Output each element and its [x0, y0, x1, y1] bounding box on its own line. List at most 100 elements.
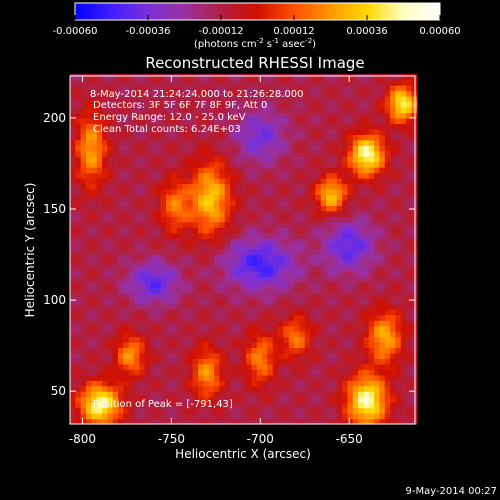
heatmap-cell: [198, 150, 204, 157]
heatmap-cell: [310, 227, 317, 234]
heatmap-cell: [144, 336, 151, 343]
heatmap-cell: [256, 216, 263, 223]
heatmap-cell: [208, 134, 215, 141]
heatmap-cell: [176, 79, 183, 86]
heatmap-cell: [176, 413, 183, 420]
heatmap-cell: [326, 331, 333, 338]
heatmap-cell: [139, 227, 146, 234]
heatmap-cell: [208, 161, 215, 168]
heatmap-cell: [219, 79, 226, 86]
heatmap-cell: [176, 287, 183, 294]
heatmap-cell: [155, 145, 162, 152]
heatmap-cell: [112, 298, 119, 305]
heatmap-cell: [235, 221, 242, 228]
heatmap-cell: [294, 402, 301, 409]
heatmap-cell: [112, 128, 119, 135]
heatmap-cell: [288, 270, 295, 278]
heatmap-cell: [123, 145, 130, 152]
heatmap-cell: [374, 320, 381, 327]
heatmap-cell: [352, 260, 359, 267]
heatmap-cell: [86, 249, 92, 256]
heatmap-cell: [310, 407, 317, 414]
heatmap-cell: [363, 287, 370, 294]
heatmap-cell: [102, 287, 108, 294]
heatmap-cell: [240, 205, 247, 212]
heatmap-cell: [160, 238, 167, 245]
heatmap-cell: [214, 374, 220, 381]
heatmap-cell: [139, 265, 146, 272]
heatmap-cell: [379, 172, 386, 179]
heatmap-cell: [390, 418, 397, 425]
heatmap-cell: [411, 139, 418, 146]
heatmap-cell: [374, 347, 381, 354]
heatmap-cell: [208, 167, 215, 174]
heatmap-cell: [272, 303, 279, 310]
heatmap-cell: [144, 172, 151, 179]
heatmap-cell: [224, 79, 231, 86]
heatmap-cell: [283, 314, 290, 321]
heatmap-cell: [347, 298, 354, 305]
heatmap-cell: [160, 210, 167, 217]
heatmap-cell: [214, 194, 220, 201]
heatmap-cell: [363, 117, 370, 124]
heatmap-cell: [155, 156, 162, 163]
heatmap-cell: [107, 178, 114, 185]
heatmap-cell: [395, 391, 402, 398]
heatmap-cell: [230, 90, 236, 97]
heatmap-cell: [400, 309, 407, 316]
heatmap-cell: [219, 96, 226, 103]
heatmap-cell: [187, 325, 194, 332]
heatmap-cell: [251, 156, 258, 163]
heatmap-cell: [336, 243, 343, 250]
heatmap-cell: [112, 216, 119, 223]
heatmap-cell: [347, 287, 354, 294]
heatmap-cell: [374, 352, 381, 360]
heatmap-cell: [379, 232, 386, 239]
heatmap-cell: [128, 270, 135, 278]
heatmap-cell: [256, 385, 263, 392]
heatmap-cell: [203, 85, 210, 92]
heatmap-cell: [155, 342, 162, 349]
heatmap-cell: [230, 303, 236, 310]
heatmap-cell: [294, 150, 301, 157]
heatmap-cell: [352, 363, 359, 370]
heatmap-cell: [336, 112, 343, 119]
heatmap-cell: [192, 292, 199, 299]
heatmap-cell: [112, 232, 119, 239]
heatmap-cell: [240, 265, 247, 272]
heatmap-cell: [267, 183, 274, 190]
heatmap-cell: [384, 117, 391, 124]
heatmap-cell: [246, 210, 252, 217]
heatmap-cell: [187, 347, 194, 354]
heatmap-cell: [96, 402, 103, 409]
heatmap-cell: [310, 260, 317, 267]
heatmap-cell: [182, 112, 188, 119]
heatmap-cell: [294, 336, 301, 343]
heatmap-cell: [331, 249, 338, 256]
heatmap-cell: [230, 101, 236, 108]
heatmap-cell: [267, 232, 274, 239]
heatmap-cell: [240, 298, 247, 305]
heatmap-cell: [358, 380, 365, 387]
heatmap-cell: [139, 243, 146, 250]
heatmap-cell: [342, 336, 349, 343]
heatmap-cell: [304, 325, 311, 332]
heatmap-cell: [107, 172, 114, 179]
heatmap-cell: [203, 106, 210, 114]
heatmap-cell: [400, 363, 407, 370]
heatmap-cell: [107, 205, 114, 212]
heatmap-cell: [315, 342, 322, 349]
heatmap-cell: [118, 287, 124, 294]
heatmap-cell: [352, 298, 359, 305]
heatmap-cell: [96, 342, 103, 349]
heatmap-cell: [384, 320, 391, 327]
heatmap-cell: [283, 331, 290, 338]
heatmap-cell: [406, 150, 413, 157]
heatmap-cell: [187, 123, 194, 130]
heatmap-cell: [123, 183, 130, 190]
heatmap-cell: [171, 391, 178, 398]
heatmap-cell: [352, 188, 359, 196]
heatmap-cell: [128, 396, 135, 403]
heatmap-cell: [144, 150, 151, 157]
heatmap-cell: [203, 112, 210, 119]
